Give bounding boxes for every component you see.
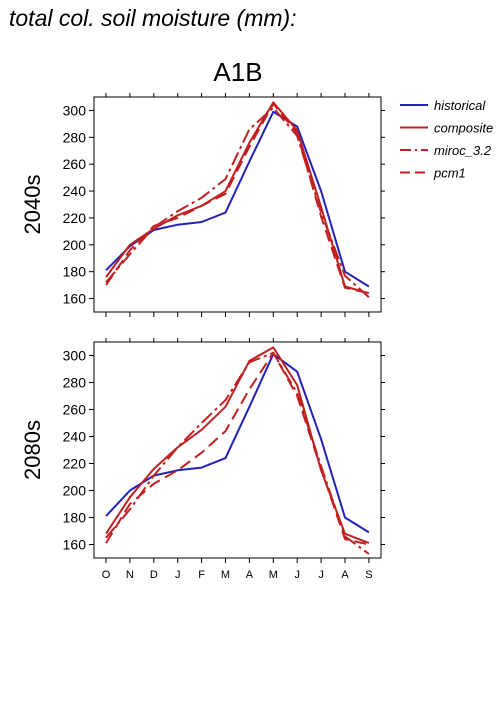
- series-line-historical: [105, 353, 370, 534]
- panel-ylabel: 2040s: [20, 175, 45, 235]
- x-tick-label: J: [175, 569, 181, 581]
- x-tick-label: A: [341, 569, 349, 581]
- series-line-pcm1: [105, 351, 370, 546]
- legend-label: miroc_3.2: [434, 143, 492, 158]
- x-tick-label: J: [318, 569, 324, 581]
- legend-item-historical: historical: [400, 98, 486, 113]
- legend-item-composite: composite: [400, 121, 493, 136]
- legend-label: composite: [434, 121, 493, 136]
- series-line-composite: [105, 101, 370, 295]
- y-tick-label: 180: [63, 510, 87, 526]
- series-line-miroc_3.2: [105, 351, 370, 555]
- y-tick-label: 220: [63, 456, 87, 472]
- x-tick-label: M: [221, 569, 230, 581]
- x-tick-label: M: [269, 569, 278, 581]
- x-tick-label: F: [198, 569, 205, 581]
- x-tick-label: J: [294, 569, 300, 581]
- panel-frame: [93, 341, 382, 559]
- x-tick-label: D: [150, 569, 158, 581]
- y-tick-label: 260: [63, 156, 87, 172]
- y-tick-label: 160: [63, 537, 87, 553]
- chart-title: A1B: [213, 57, 262, 87]
- y-tick-label: 280: [63, 129, 87, 145]
- legend-item-pcm1: pcm1: [400, 166, 466, 181]
- series-line-miroc_3.2: [105, 106, 370, 298]
- series-line-composite: [105, 346, 370, 545]
- legend-label: pcm1: [433, 166, 466, 181]
- y-tick-label: 220: [63, 210, 87, 226]
- y-tick-label: 180: [63, 264, 87, 280]
- legend-item-miroc_3.2: miroc_3.2: [400, 143, 492, 158]
- y-tick-label: 260: [63, 402, 87, 418]
- series-line-historical: [105, 110, 370, 288]
- x-tick-label: A: [246, 569, 254, 581]
- panel-2040s: 160 180 200 220 240 260 280 300 2040s: [20, 93, 385, 317]
- panel-2080s: 160 180 200 220 240 260 280 300 O N D J F M A M J J A S 2080…: [20, 338, 385, 581]
- y-tick-label: 200: [63, 483, 87, 499]
- y-tick-label: 280: [63, 375, 87, 391]
- y-tick-label: 300: [63, 348, 87, 364]
- series-line-pcm1: [105, 102, 370, 295]
- figure-title: total col. soil moisture (mm):: [9, 5, 297, 31]
- x-tick-label: S: [365, 569, 372, 581]
- x-tick-label: O: [102, 569, 111, 581]
- chart-legend: historical composite miroc_3.2 pcm1: [400, 98, 493, 181]
- panel-frame: [93, 96, 382, 313]
- chart-panels: 160 180 200 220 240 260 280 300 2040s 160 180 200 22…: [20, 93, 385, 581]
- x-tick-label: N: [126, 569, 134, 581]
- y-tick-label: 300: [63, 102, 87, 118]
- panel-ylabel: 2080s: [20, 420, 45, 480]
- y-tick-label: 160: [63, 291, 87, 307]
- legend-label: historical: [434, 98, 486, 113]
- y-tick-label: 240: [63, 429, 87, 445]
- y-tick-label: 200: [63, 237, 87, 253]
- y-tick-label: 240: [63, 183, 87, 199]
